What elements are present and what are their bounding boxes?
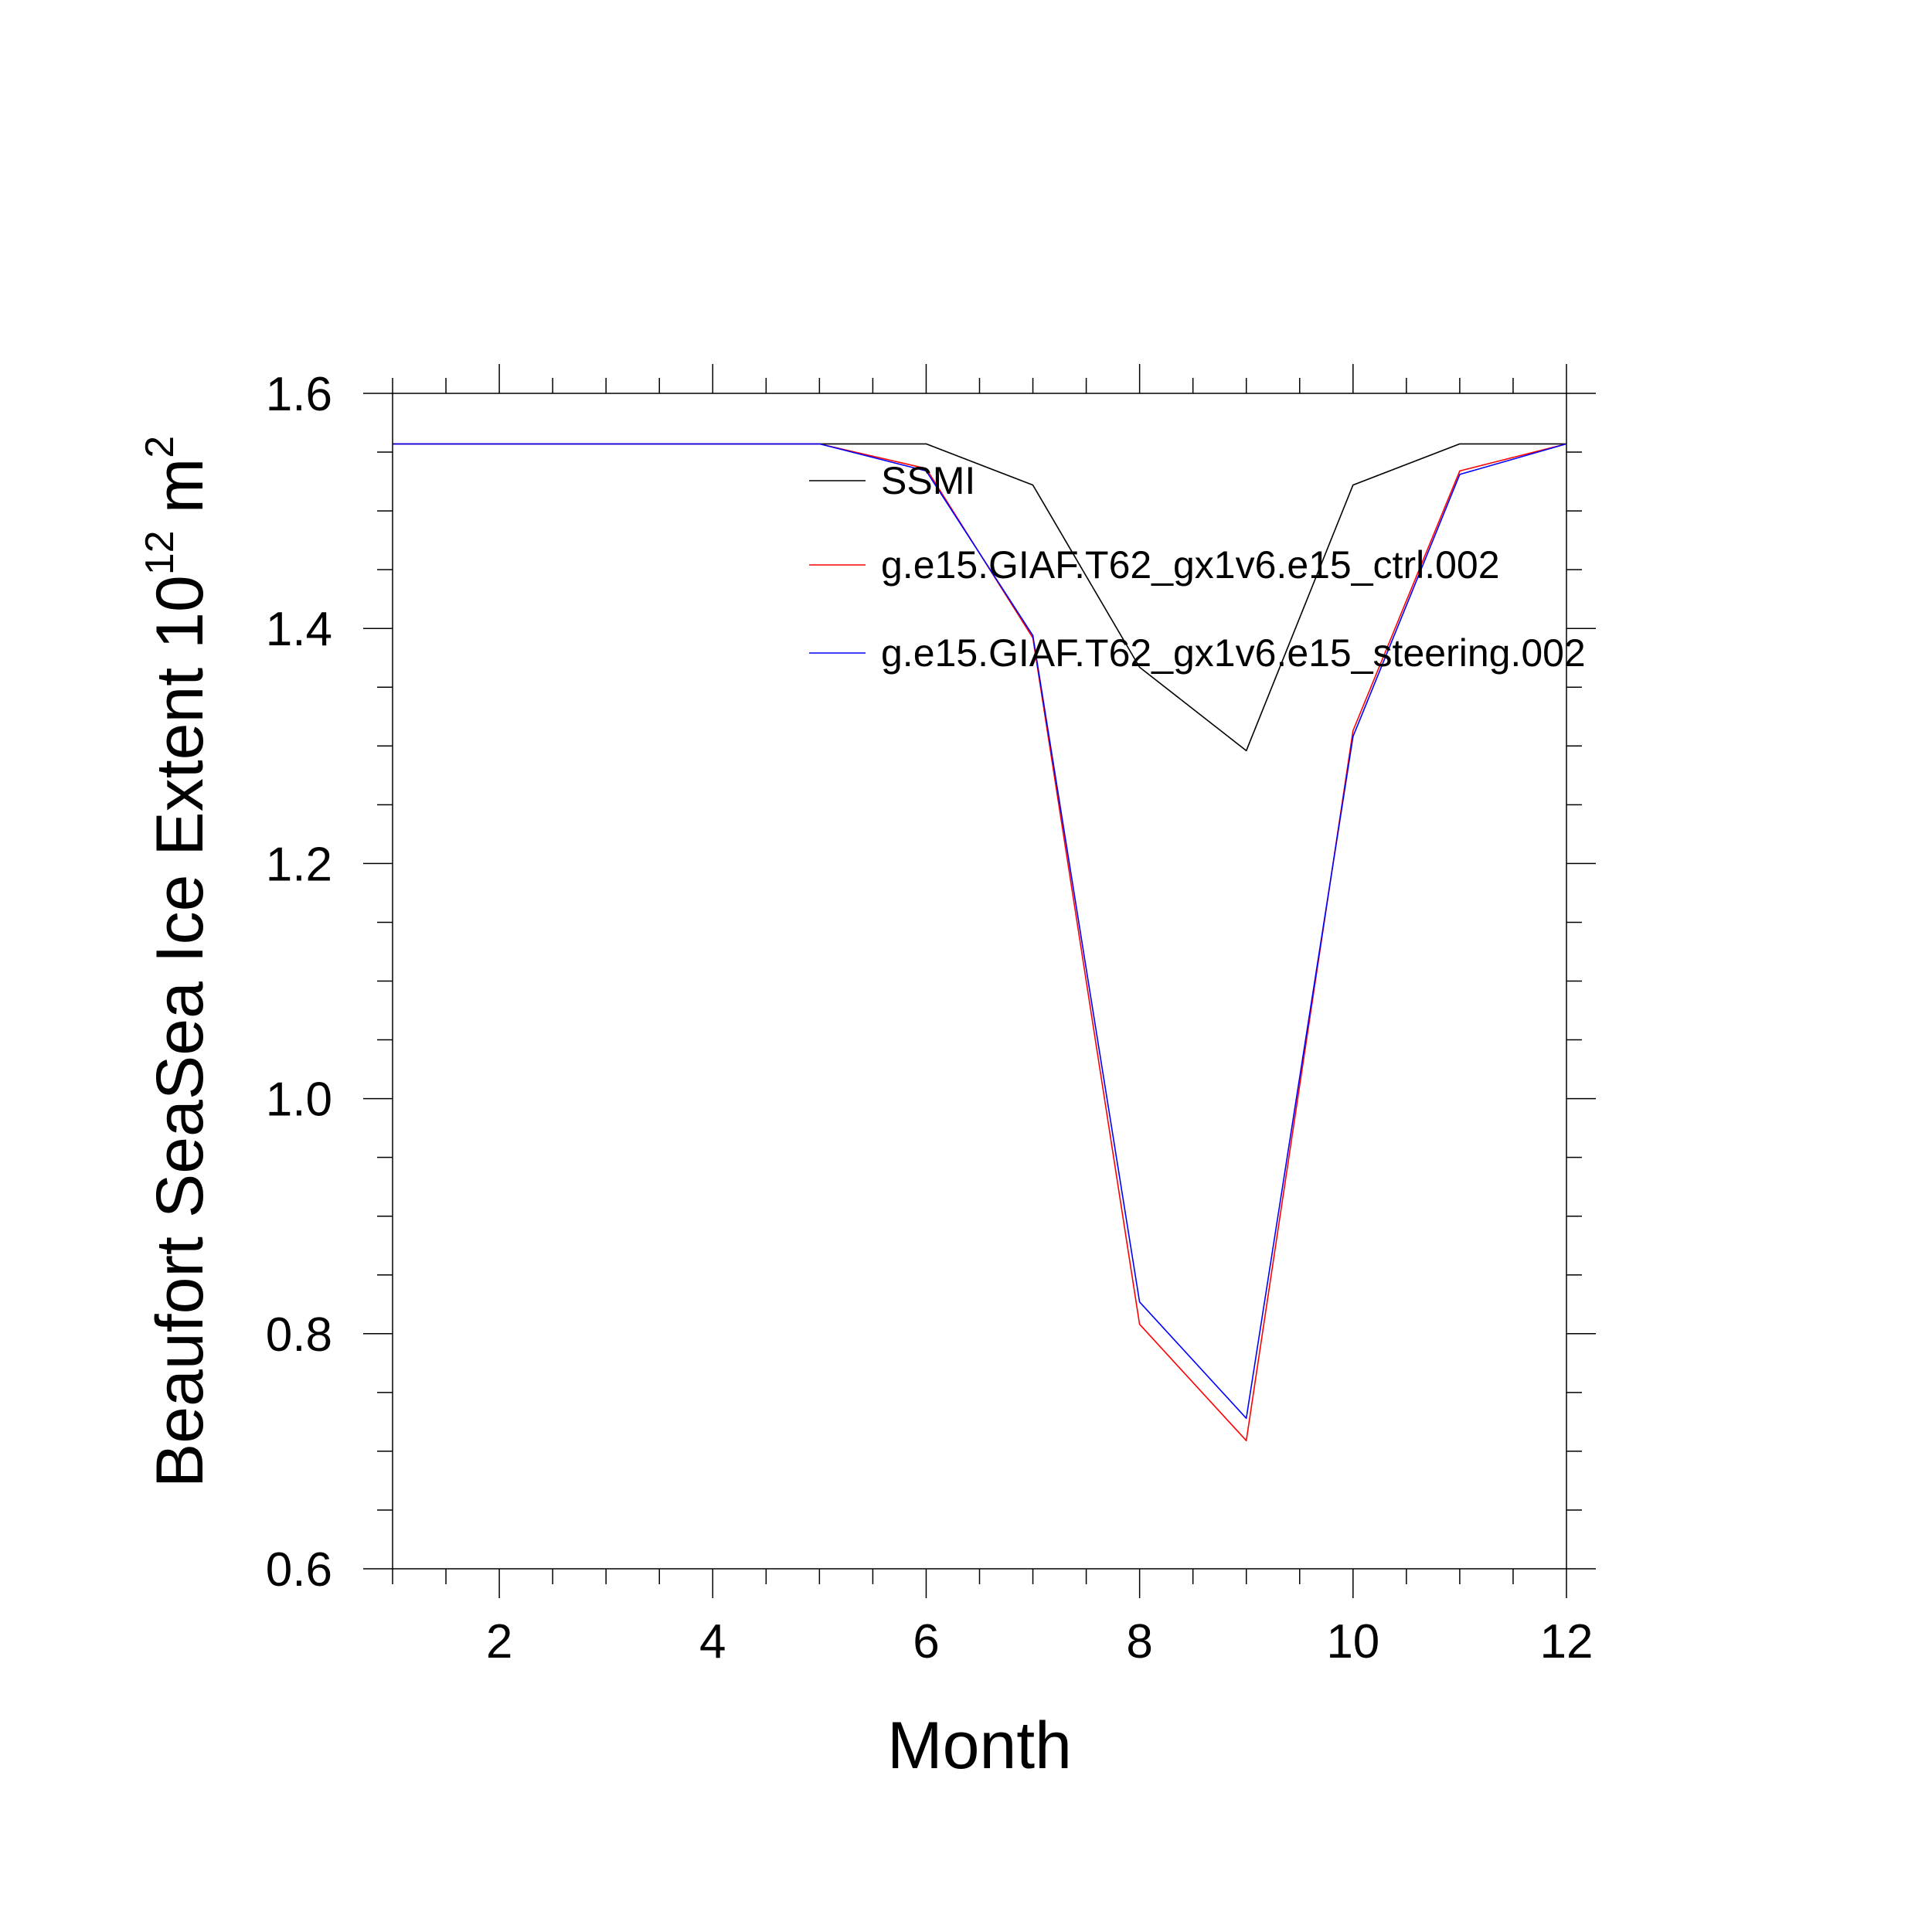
x-tick-label: 2 — [486, 1615, 512, 1668]
y-tick-label: 1.2 — [266, 838, 332, 891]
y-axis-title-unit: m — [143, 458, 217, 514]
x-tick-label: 4 — [699, 1615, 726, 1668]
x-axis-title: Month — [887, 1709, 1072, 1783]
x-tick-label: 10 — [1326, 1615, 1379, 1668]
series-lines — [393, 443, 1567, 1441]
axis-ticks — [363, 364, 1596, 1598]
tick-labels: 2 4 6 8 10 12 0.6 0.8 1.0 1.2 1.4 1.6 — [266, 368, 1594, 1668]
y-axis-title: Beaufort SeaSea Ice Extent 1012 m2 — [138, 436, 217, 1488]
y-tick-label: 1.4 — [266, 603, 332, 656]
y-tick-label: 1.6 — [266, 368, 332, 421]
y-axis-title-exponent: 12 — [138, 530, 182, 575]
legend-label: g.e15.GIAF.T62_gx1v6.e15_steering.002 — [881, 631, 1586, 675]
y-axis-title-text: Beaufort SeaSea Ice Extent 10 — [143, 575, 217, 1488]
y-tick-label: 1.0 — [266, 1073, 332, 1127]
legend-label: SSMI — [881, 459, 975, 502]
y-axis-title-unit-exponent: 2 — [138, 436, 182, 458]
x-tick-label: 12 — [1540, 1615, 1594, 1668]
legend-label: g.e15.GIAF.T62_gx1v6.e15_ctrl.002 — [881, 543, 1500, 587]
x-tick-label: 6 — [913, 1615, 939, 1668]
plot-frame — [392, 393, 1567, 1570]
series-line-2 — [393, 443, 1567, 1420]
y-tick-label: 0.8 — [266, 1308, 332, 1362]
x-tick-label: 8 — [1126, 1615, 1152, 1668]
legend: SSMI g.e15.GIAF.T62_gx1v6.e15_ctrl.002 g.e… — [809, 459, 1586, 675]
y-tick-label: 0.6 — [266, 1543, 332, 1597]
